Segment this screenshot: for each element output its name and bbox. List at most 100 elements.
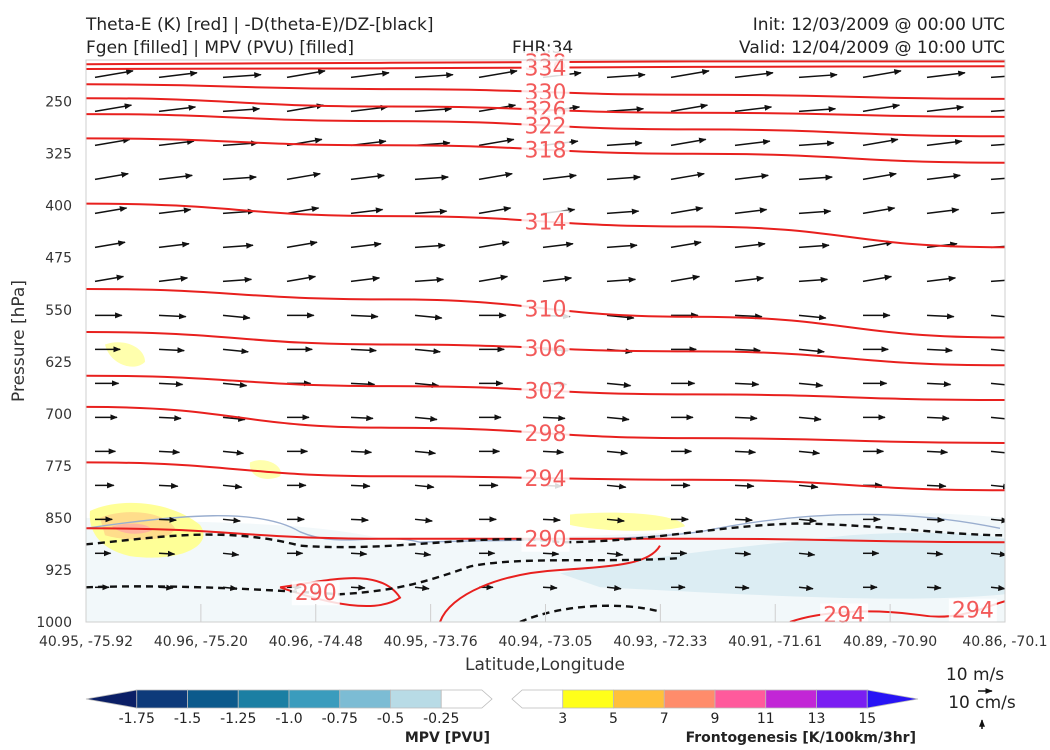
wind-vector [862,274,893,283]
wind-vector [798,174,833,181]
x-tick-label: 40.91, -71.61 [728,634,822,650]
wind-vector [798,314,827,321]
wind-vector [414,551,432,558]
y-tick-label: 1000 [36,615,72,631]
wind-vector [926,207,960,215]
wind-vector [990,348,1005,352]
contour-label-bg [948,598,997,623]
wind-vector [478,171,513,181]
y-tick-label: 400 [45,199,72,215]
wind-vector [862,137,899,147]
mpv-fill-moderate [560,532,1005,599]
wind-vector [542,173,577,181]
wind-vector [734,584,750,591]
y-tick-label: 250 [45,95,72,111]
wind-vector [542,584,558,591]
wind-vector [606,314,635,321]
colorbar-segment [816,689,868,709]
contour-labels: 3383343303263223183143103063022982942902… [291,51,997,628]
wind-vector [734,415,758,422]
wind-vector [414,208,448,215]
x-tick-label: 40.94, -73.05 [498,634,592,650]
x-tick-label: 40.89, -70.90 [843,634,937,650]
wind-vector [94,137,131,147]
wind-vector [350,347,377,354]
contour-label-bg [521,297,570,322]
wind-vector [158,207,192,215]
wind-vector [734,138,771,147]
wind-vector [414,314,443,321]
wind-vector [158,347,185,354]
wind-vector [606,483,627,490]
wind-vector [158,516,177,523]
wind-vector [222,449,245,456]
colorbar-tick-label: 9 [711,711,720,727]
vector-key-speed: 10 m/s [946,665,1004,685]
wind-vector [94,69,134,79]
colorbar-tick-label: -1.0 [275,711,302,727]
colorbar-tick-label: 7 [660,711,669,727]
colorbar-segment [85,689,138,709]
wind-vector [542,550,560,557]
contour-label-bg [521,114,570,139]
wind-vector [990,517,1005,524]
wind-vector [158,70,198,79]
wind-vector [542,415,566,422]
y-tick-label: 625 [45,355,72,371]
colorbar-segment [866,689,919,709]
x-axis: 40.95, -75.92 40.96, -75.20 40.96, -74.48 4… [39,604,1048,650]
wind-vector [606,449,629,456]
wind-vector [606,140,643,147]
wind-vector [734,104,773,113]
wind-vector [94,103,133,113]
wind-vector [350,381,376,388]
colorbar-tick-label: -0.75 [322,711,358,727]
wind-vector [414,415,438,422]
wind-vector [542,241,574,249]
wind-vector [734,173,769,181]
wind-vector [94,274,125,283]
wind-vector [94,240,126,249]
colorbar-segment [440,689,493,709]
wind-vector [478,206,512,215]
wind-vector [350,241,382,249]
wind-vector [158,138,195,147]
stability-contour-lower [86,556,681,596]
vector-key: 10 m/s 10 cm/s [946,665,1016,729]
x-tick-label: 40.95, -75.92 [39,634,133,650]
colorbar-tick-label: 5 [609,711,618,727]
wind-vector [222,483,243,490]
wind-vector [414,585,430,592]
wind-vector [926,516,945,523]
wind-vector [606,208,640,215]
stability-dashed-contours [86,522,1005,622]
contour-label-bg [521,379,570,404]
stability-contour-surface [519,604,661,622]
wind-vector [222,72,262,79]
vector-key-vertical: 10 cm/s [948,693,1016,713]
wind-vector [798,208,832,215]
contour-label-bg [521,422,570,447]
x-tick-label: 40.96, -75.20 [154,634,248,650]
wind-vector [606,276,637,283]
x-tick-label: 40.93, -72.33 [613,634,707,650]
wind-vector [222,348,249,355]
wind-vector [926,381,952,388]
wind-vector [158,313,187,320]
valid-time: Valid: 12/04/2009 @ 10:00 UTC [739,38,1005,58]
colorbar-tick-label: 3 [558,711,567,727]
wind-vector [350,104,389,113]
wind-vector [414,517,433,524]
contour-label-bg [820,603,869,628]
colorbar-segment [714,689,767,709]
wind-vector [222,242,254,249]
fgen-fill-east [570,512,685,531]
wind-vector [670,274,701,283]
wind-vector [158,415,182,422]
colorbar-segment [390,689,442,709]
x-tick-label: 40.96, -74.48 [269,634,363,650]
x-tick-label: 40.95, -73.76 [384,634,478,650]
wind-vector [414,276,445,283]
wind-vector [798,585,814,592]
